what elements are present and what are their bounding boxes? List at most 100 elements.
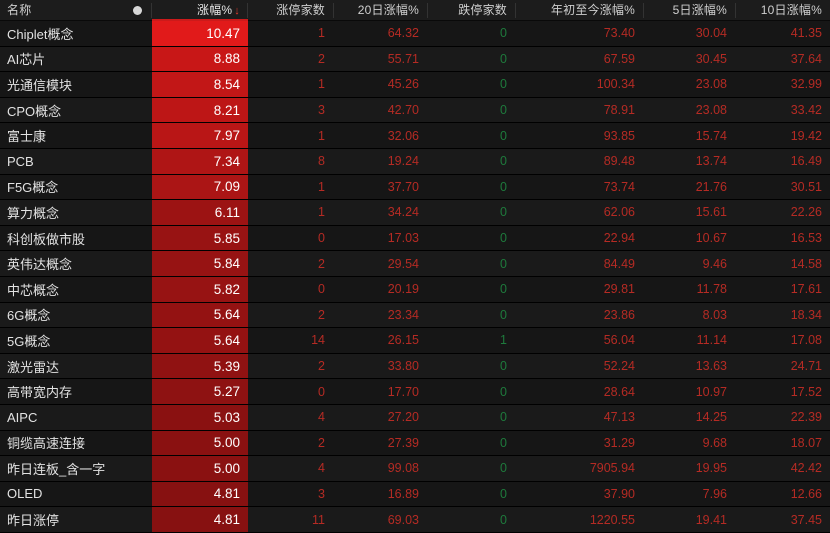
cell-change-20d: 27.39 bbox=[387, 435, 419, 450]
cell-change-20d: 45.26 bbox=[387, 77, 419, 92]
cell-sector-name: 富士康 bbox=[7, 129, 47, 145]
column-header-change-5d[interactable]: 5日涨幅% bbox=[644, 0, 736, 21]
cell-change-pct: 8.54 bbox=[152, 72, 248, 97]
cell-change-ytd: 93.85 bbox=[603, 128, 635, 143]
cell-spacer bbox=[122, 123, 152, 148]
table-row[interactable]: 高带宽内存 5.27 0 17.70 0 28.64 10.97 17.52 bbox=[0, 379, 830, 405]
cell-change-5d: 11.78 bbox=[696, 282, 727, 297]
cell-sector-name: PCB bbox=[7, 153, 34, 169]
table-row[interactable]: 算力概念 6.11 1 34.24 0 62.06 15.61 22.26 bbox=[0, 200, 830, 226]
column-header-limit-down-count[interactable]: 跌停家数 bbox=[428, 0, 516, 21]
cell-spacer bbox=[122, 379, 152, 404]
cell-change-ytd: 23.86 bbox=[603, 307, 635, 322]
cell-change-10d: 24.71 bbox=[790, 359, 822, 374]
table-row[interactable]: F5G概念 7.09 1 37.70 0 73.74 21.76 30.51 bbox=[0, 174, 830, 201]
cell-limit-up-count: 11 bbox=[312, 512, 325, 527]
cell-change-ytd: 47.13 bbox=[603, 410, 635, 425]
cell-limit-up-count: 0 bbox=[318, 384, 325, 399]
cell-sector-name: 昨日连板_含一字 bbox=[7, 461, 106, 477]
cell-spacer bbox=[122, 456, 152, 481]
column-header-change-20d[interactable]: 20日涨幅% bbox=[334, 0, 428, 21]
cell-change-10d: 18.07 bbox=[790, 435, 822, 450]
cell-change-pct: 8.21 bbox=[152, 97, 248, 123]
table-row[interactable]: 英伟达概念 5.84 2 29.54 0 84.49 9.46 14.58 bbox=[0, 251, 830, 277]
cell-change-5d: 13.74 bbox=[695, 154, 727, 169]
column-header-change-10d[interactable]: 10日涨幅% bbox=[760, 2, 822, 17]
column-header-dot[interactable] bbox=[122, 0, 152, 21]
column-header-limit-up-count[interactable]: 涨停家数 bbox=[248, 0, 334, 21]
cell-change-ytd: 84.49 bbox=[603, 256, 635, 271]
table-row[interactable]: 5G概念 5.64 14 26.15 1 56.04 11.14 17.08 bbox=[0, 328, 830, 354]
table-row[interactable]: 中芯概念 5.82 0 20.19 0 29.81 11.78 17.61 bbox=[0, 276, 830, 303]
cell-limit-down-count: 0 bbox=[500, 435, 507, 450]
column-header-change-ytd[interactable]: 年初至今涨幅% bbox=[516, 0, 644, 21]
cell-limit-up-count: 4 bbox=[318, 410, 325, 425]
table-header-row: 名称 涨幅% ↓ 涨停家数 20日涨幅% 跌停家数 年初至今涨幅% 5日涨幅% 1… bbox=[0, 0, 830, 21]
cell-spacer bbox=[122, 303, 152, 328]
table-row[interactable]: 昨日连板_含一字 5.00 4 99.08 0 7905.94 19.95 42.42 bbox=[0, 456, 830, 482]
cell-limit-down-count: 0 bbox=[500, 256, 507, 271]
cell-spacer bbox=[122, 226, 152, 251]
cell-limit-up-count: 1 bbox=[318, 26, 325, 41]
cell-change-10d: 30.51 bbox=[790, 179, 822, 194]
cell-spacer bbox=[122, 354, 152, 379]
cell-change-20d: 17.03 bbox=[387, 231, 419, 246]
table-row[interactable]: OLED 4.81 3 16.89 0 37.90 7.96 12.66 bbox=[0, 481, 830, 508]
cell-change-ytd: 31.29 bbox=[603, 435, 635, 450]
cell-change-10d: 33.42 bbox=[790, 103, 822, 118]
cell-limit-down-count: 0 bbox=[500, 231, 507, 246]
column-header-change-pct-label: 涨幅% bbox=[197, 2, 233, 17]
cell-sector-name: 中芯概念 bbox=[7, 282, 60, 298]
cell-change-10d: 12.66 bbox=[790, 486, 822, 501]
table-row[interactable]: Chiplet概念 10.47 1 64.32 0 73.40 30.04 41.35 bbox=[0, 21, 830, 47]
table-row[interactable]: 6G概念 5.64 2 23.34 0 23.86 8.03 18.34 bbox=[0, 302, 830, 329]
cell-change-pct: 5.00 bbox=[152, 456, 248, 481]
cell-change-5d: 9.46 bbox=[702, 256, 727, 271]
table-row[interactable]: 昨日涨停 4.81 11 69.03 0 1220.55 19.41 37.45 bbox=[0, 507, 830, 533]
cell-change-20d: 32.06 bbox=[387, 128, 419, 143]
table-row[interactable]: 富士康 7.97 1 32.06 0 93.85 15.74 19.42 bbox=[0, 123, 830, 149]
table-row[interactable]: 铜缆高速连接 5.00 2 27.39 0 31.29 9.68 18.07 bbox=[0, 430, 830, 457]
cell-change-20d: 69.03 bbox=[387, 512, 419, 527]
cell-change-5d: 10.97 bbox=[695, 384, 727, 399]
cell-change-5d: 15.61 bbox=[695, 205, 727, 220]
table-row[interactable]: 光通信模块 8.54 1 45.26 0 100.34 23.08 32.99 bbox=[0, 72, 830, 98]
cell-limit-down-count: 0 bbox=[500, 51, 507, 66]
table-row[interactable]: 科创板做市股 5.85 0 17.03 0 22.94 10.67 16.53 bbox=[0, 225, 830, 252]
cell-limit-up-count: 1 bbox=[318, 205, 325, 220]
cell-change-10d: 18.34 bbox=[790, 307, 822, 322]
cell-change-5d: 7.96 bbox=[702, 486, 727, 501]
cell-change-10d: 17.61 bbox=[790, 282, 822, 297]
cell-change-ytd: 22.94 bbox=[603, 231, 635, 246]
cell-sector-name: CPO概念 bbox=[7, 103, 62, 119]
cell-spacer bbox=[122, 507, 152, 532]
cell-limit-down-count: 0 bbox=[500, 461, 507, 476]
table-row[interactable]: 激光雷达 5.39 2 33.80 0 52.24 13.63 24.71 bbox=[0, 353, 830, 380]
cell-limit-up-count: 2 bbox=[318, 359, 325, 374]
cell-spacer bbox=[122, 47, 152, 72]
cell-change-5d: 10.67 bbox=[695, 231, 727, 246]
cell-limit-up-count: 2 bbox=[318, 307, 325, 322]
table-row[interactable]: PCB 7.34 8 19.24 0 89.48 13.74 16.49 bbox=[0, 148, 830, 175]
cell-spacer bbox=[122, 251, 152, 276]
cell-change-20d: 23.34 bbox=[387, 307, 419, 322]
cell-limit-up-count: 1 bbox=[318, 128, 325, 143]
cell-change-20d: 27.20 bbox=[387, 410, 419, 425]
cell-change-pct: 6.11 bbox=[152, 200, 248, 225]
column-header-name[interactable]: 名称 bbox=[7, 2, 32, 17]
cell-spacer bbox=[122, 149, 152, 174]
cell-limit-down-count: 0 bbox=[500, 179, 507, 194]
cell-change-5d: 30.04 bbox=[695, 26, 727, 41]
cell-spacer bbox=[122, 72, 152, 97]
cell-change-20d: 99.08 bbox=[387, 461, 419, 476]
sort-desc-arrow-icon[interactable]: ↓ bbox=[234, 4, 240, 17]
cell-change-10d: 42.42 bbox=[790, 461, 822, 476]
cell-change-10d: 16.49 bbox=[790, 154, 822, 169]
cell-change-20d: 16.89 bbox=[387, 486, 419, 501]
column-header-change-pct[interactable]: 涨幅% ↓ bbox=[152, 0, 248, 21]
table-row[interactable]: AIPC 5.03 4 27.20 0 47.13 14.25 22.39 bbox=[0, 404, 830, 431]
table-row[interactable]: CPO概念 8.21 3 42.70 0 78.91 23.08 33.42 bbox=[0, 97, 830, 124]
cell-limit-up-count: 2 bbox=[318, 435, 325, 450]
table-row[interactable]: AI芯片 8.88 2 55.71 0 67.59 30.45 37.64 bbox=[0, 46, 830, 73]
cell-limit-down-count: 0 bbox=[500, 307, 507, 322]
